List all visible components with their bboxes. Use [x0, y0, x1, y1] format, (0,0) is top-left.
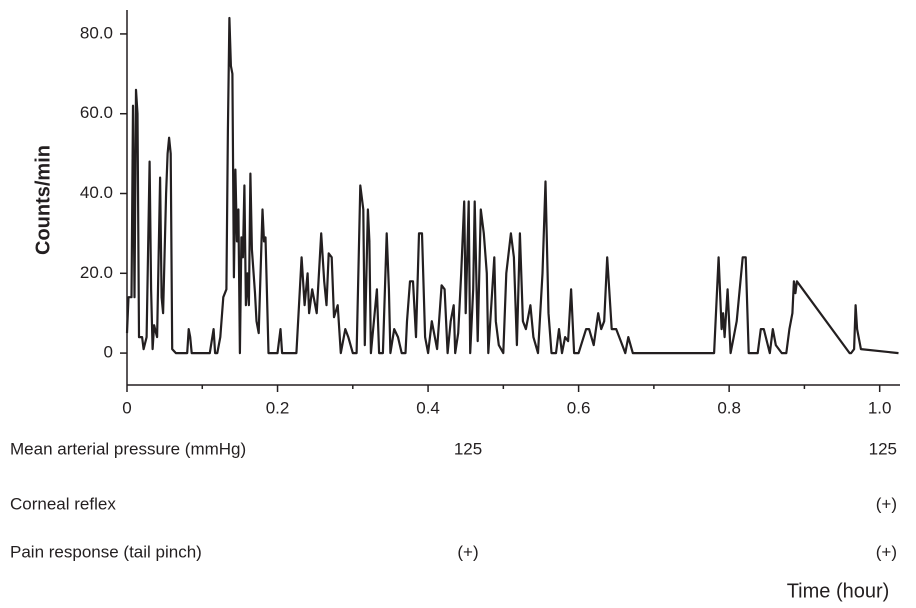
- x-tick-label: 0.8: [717, 398, 741, 417]
- row-cell: 125: [454, 439, 482, 458]
- x-tick-label: 0: [122, 398, 131, 417]
- y-tick-label: 60.0: [80, 103, 113, 122]
- x-tick-label: 1.0: [868, 398, 892, 417]
- x-tick-label: 0.2: [266, 398, 290, 417]
- x-tick-label: 0.4: [416, 398, 440, 417]
- row-label: Corneal reflex: [10, 494, 116, 513]
- row-cell: 125: [869, 439, 897, 458]
- y-tick-label: 80.0: [80, 23, 113, 42]
- y-axis-label: Counts/min: [32, 145, 54, 255]
- row-cell: (+): [457, 542, 478, 561]
- row-label: Mean arterial pressure (mmHg): [10, 439, 246, 458]
- row-cell: (+): [876, 542, 897, 561]
- row-cell: (+): [876, 494, 897, 513]
- y-tick-label: 20.0: [80, 263, 113, 282]
- y-tick-label: 0: [104, 343, 113, 362]
- y-tick-label: 40.0: [80, 183, 113, 202]
- x-axis-label: Time (hour): [787, 580, 890, 602]
- data-line: [125, 16, 899, 355]
- x-tick-label: 0.6: [567, 398, 591, 417]
- row-label: Pain response (tail pinch): [10, 542, 202, 561]
